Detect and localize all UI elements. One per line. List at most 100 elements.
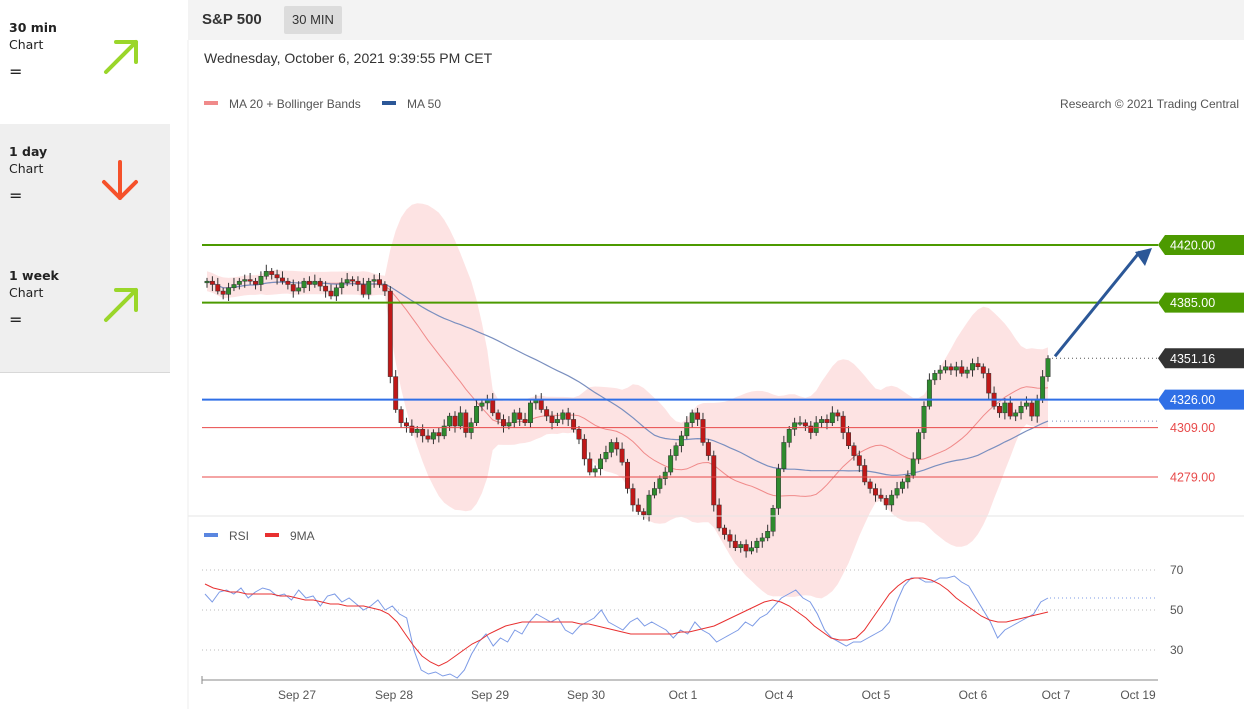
candle-body: [420, 429, 426, 437]
candle-body: [959, 366, 965, 374]
candle: [274, 269, 280, 285]
candle-body: [657, 478, 663, 489]
candle: [932, 370, 938, 385]
symbol-title: S&P 500: [202, 11, 262, 28]
candle-body: [652, 488, 657, 496]
candle: [652, 481, 657, 499]
candle-body: [576, 429, 582, 440]
rsi-panel: 70 50 30: [202, 563, 1184, 679]
candle: [576, 425, 582, 445]
candle-body: [220, 290, 226, 295]
candle: [306, 276, 312, 292]
candle-body: [247, 279, 253, 282]
candle-body: [883, 498, 889, 506]
candle: [425, 429, 431, 443]
candle: [873, 483, 878, 502]
candle-body: [749, 547, 754, 552]
timeframe-card-1week[interactable]: 1 week Chart =: [0, 248, 170, 373]
candle-body: [770, 508, 776, 532]
candle-body: [889, 494, 895, 506]
candle: [937, 365, 943, 380]
candle-body: [339, 282, 345, 289]
candle-body: [306, 280, 312, 285]
timeframe-card-30min[interactable]: 30 min Chart =: [0, 0, 170, 125]
candle-body: [614, 442, 620, 450]
candle: [819, 416, 825, 428]
legend-ma20: MA 20 + Bollinger Bands: [229, 97, 361, 111]
candle: [727, 529, 733, 548]
candle: [1045, 355, 1051, 382]
candle-body: [393, 376, 399, 410]
candle: [878, 488, 884, 502]
candle-body: [366, 280, 372, 295]
candle-body: [851, 445, 857, 456]
candle: [350, 276, 356, 287]
candle-body: [425, 435, 431, 440]
level-badge-bg: [1158, 389, 1244, 410]
candle-body: [269, 271, 275, 275]
candle: [452, 411, 458, 433]
candle-body: [452, 415, 458, 427]
arrow-down-icon: [102, 160, 138, 200]
candle-body: [625, 461, 630, 489]
candle-body: [1013, 412, 1019, 417]
candle-body: [970, 363, 975, 371]
candle: [360, 277, 366, 298]
candle-body: [673, 445, 679, 456]
candle: [619, 442, 625, 466]
candle-body: [905, 475, 911, 483]
candle-body: [711, 455, 717, 506]
candle: [792, 417, 798, 436]
legend-rsi: RSI: [229, 529, 249, 543]
candle: [1029, 399, 1035, 422]
candle: [301, 277, 307, 293]
candle: [808, 421, 814, 440]
candle-body: [635, 504, 641, 512]
x-tick-label: Oct 6: [959, 688, 988, 702]
candle-body: [204, 280, 210, 284]
candle: [253, 277, 258, 290]
candle: [775, 463, 781, 515]
timeframe-title: 30 min: [9, 20, 57, 35]
candle: [840, 411, 846, 440]
candle: [899, 478, 905, 494]
candle: [220, 287, 226, 300]
candle-body: [856, 455, 862, 466]
candle: [797, 416, 803, 426]
timeframe-badge[interactable]: 30 MIN: [284, 6, 342, 34]
rsi-tick-label: 30: [1170, 643, 1184, 657]
level-label: 4420.00: [1170, 239, 1215, 253]
candle-body: [215, 284, 221, 292]
candle: [711, 450, 717, 512]
candle: [603, 445, 609, 463]
candle-body: [285, 280, 291, 285]
forecast-arrow: [1053, 248, 1152, 358]
x-tick-label: Oct 4: [765, 688, 794, 702]
candle-body: [587, 458, 593, 473]
candle: [204, 277, 210, 288]
candle: [263, 264, 269, 280]
candle-body: [290, 284, 296, 292]
candle-body: [522, 419, 528, 423]
candle-body: [490, 399, 496, 414]
candle-body: [997, 405, 1002, 414]
candle: [382, 281, 388, 297]
candle-body: [662, 471, 668, 479]
candle: [759, 532, 765, 548]
candle: [894, 481, 900, 499]
candle: [581, 434, 587, 466]
candle-body: [608, 442, 614, 453]
level-badge: 4326.00: [1158, 389, 1244, 410]
candle-body: [447, 415, 453, 427]
candle: [689, 409, 695, 428]
candle: [258, 271, 264, 292]
candle-body: [781, 442, 787, 470]
candle: [997, 402, 1002, 418]
candle: [980, 363, 986, 379]
candle-body: [501, 419, 506, 427]
candle-body: [732, 540, 738, 549]
candle: [463, 409, 469, 438]
timeframe-equal-sign: =: [9, 186, 23, 205]
candle-body: [598, 458, 603, 470]
